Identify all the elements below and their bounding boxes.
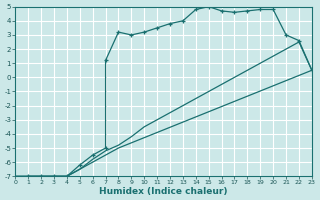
X-axis label: Humidex (Indice chaleur): Humidex (Indice chaleur)	[99, 187, 228, 196]
